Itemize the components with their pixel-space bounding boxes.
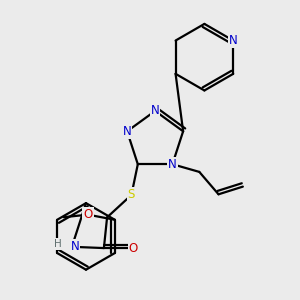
Text: O: O <box>83 208 93 221</box>
Text: N: N <box>71 240 80 253</box>
Text: N: N <box>229 34 238 47</box>
Text: N: N <box>151 104 160 118</box>
Text: S: S <box>128 188 135 201</box>
Text: N: N <box>168 158 177 171</box>
Text: H: H <box>54 239 62 249</box>
Text: N: N <box>123 125 131 138</box>
Text: O: O <box>129 242 138 255</box>
